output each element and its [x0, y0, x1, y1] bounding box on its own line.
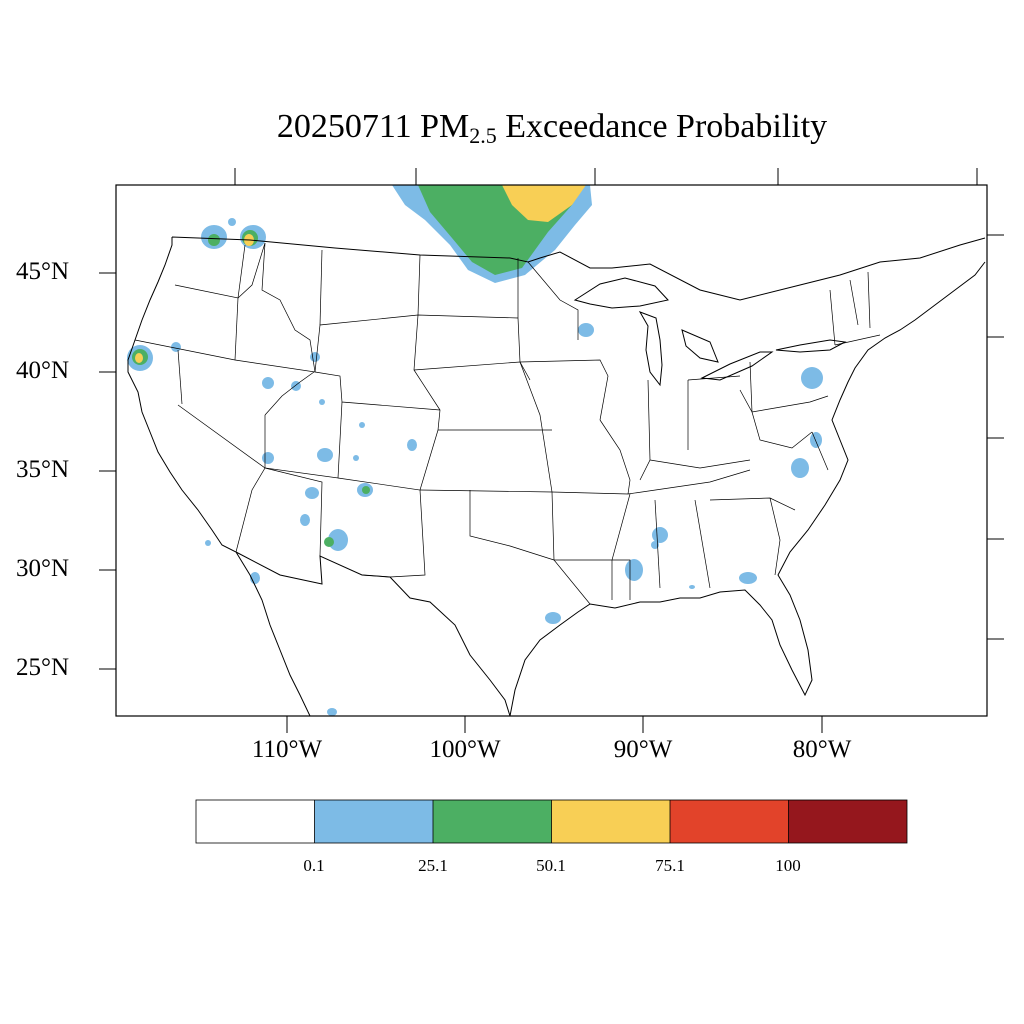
spot-low: [689, 585, 695, 589]
spot-low: [228, 218, 236, 226]
colorbar-bin-4: [670, 800, 789, 843]
spot-low: [305, 487, 319, 499]
colorbar-bin-5: [788, 800, 907, 843]
map-content: [127, 185, 986, 716]
spot-mid: [324, 537, 334, 547]
spot-low: [407, 439, 417, 451]
colorbar-label-0-1: 0.1: [303, 856, 325, 875]
spot-low: [791, 458, 809, 478]
lon-label-90w: 90°W: [613, 736, 673, 763]
spot-low: [319, 399, 325, 405]
lat-label-25n: 25°N: [16, 654, 70, 681]
spot-low: [353, 455, 359, 461]
lon-label-110w: 110°W: [251, 736, 323, 763]
bottom-tick-marks: [286, 716, 823, 733]
spot-low: [205, 540, 211, 546]
spot-low: [328, 529, 348, 551]
us-outline: [127, 236, 986, 716]
spot-low: [545, 612, 561, 624]
right-tick-marks: [987, 234, 1004, 640]
spot-low: [327, 708, 337, 716]
map-frame: [115, 184, 988, 717]
colorbar: [195, 799, 908, 844]
spot-low: [578, 323, 594, 337]
spot-mid: [362, 486, 370, 494]
spot-low: [739, 572, 757, 584]
left-tick-marks: [99, 272, 116, 670]
spot-low: [262, 377, 274, 389]
spot-low: [317, 448, 333, 462]
spot-low: [310, 352, 320, 362]
spot-low: [171, 342, 181, 352]
spot-low: [359, 422, 365, 428]
colorbar-bin-2: [433, 800, 552, 843]
colorbar-label-100: 100: [775, 856, 801, 875]
state-boundaries: [134, 242, 881, 605]
colorbar-bin-3: [551, 800, 670, 843]
colorbar-label-25-1: 25.1: [418, 856, 448, 875]
probability-shading: [127, 185, 823, 716]
colorbar-bin-1: [314, 800, 433, 843]
spot-low: [810, 432, 822, 448]
colorbar-label-50-1: 50.1: [536, 856, 566, 875]
lon-label-80w: 80°W: [792, 736, 852, 763]
spot-low: [262, 452, 274, 464]
top-tick-marks: [234, 168, 978, 185]
colorbar-bin-0: [196, 800, 315, 843]
spot-high: [135, 353, 143, 363]
chart-title: 20250711 PM2.5 Exceedance Probability: [276, 108, 828, 148]
colorbar-label-75-1: 75.1: [655, 856, 685, 875]
spot-low: [651, 541, 659, 549]
great-lakes: [573, 277, 847, 387]
spot-low: [625, 559, 643, 581]
lat-label-30n: 30°N: [16, 555, 70, 582]
lat-label-45n: 45°N: [16, 258, 70, 285]
plume-high-probability: [502, 185, 586, 222]
spot-low: [801, 367, 823, 389]
spot-low: [300, 514, 310, 526]
lat-label-40n: 40°N: [16, 357, 70, 384]
lat-label-35n: 35°N: [16, 456, 70, 483]
spot-low: [652, 527, 668, 543]
spot-mid: [208, 234, 220, 246]
lon-label-100w: 100°W: [429, 736, 501, 763]
